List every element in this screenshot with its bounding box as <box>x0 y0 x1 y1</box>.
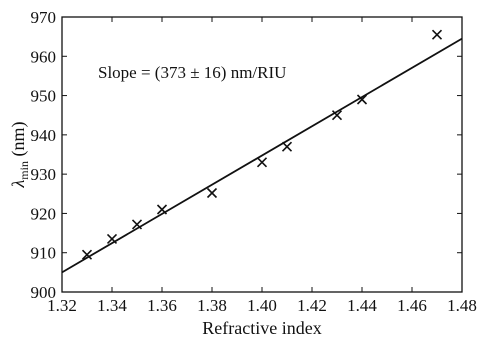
marker-stroke <box>131 219 143 230</box>
marker-stroke <box>106 233 118 245</box>
x-tick-label: 1.48 <box>447 296 477 315</box>
y-tick-label: 970 <box>31 8 57 27</box>
data-point-marker <box>281 141 293 152</box>
y-tick-label: 920 <box>31 204 57 223</box>
marker-stroke <box>206 187 218 199</box>
marker-stroke <box>356 94 368 105</box>
x-tick-label: 1.42 <box>297 296 327 315</box>
data-point-marker <box>156 204 168 215</box>
y-axis-symbol: λ <box>8 179 28 188</box>
axis-ticks <box>61 16 463 293</box>
data-points <box>81 29 443 260</box>
x-tick-label: 1.36 <box>147 296 177 315</box>
data-point-marker <box>81 249 93 260</box>
data-point-marker <box>131 219 143 230</box>
marker-stroke <box>331 110 343 121</box>
y-tick-labels: 900 910 920 930 940 950 960 970 <box>31 8 57 302</box>
data-point-marker <box>331 110 343 121</box>
data-point-marker <box>256 157 268 168</box>
marker-stroke <box>431 29 443 40</box>
marker-stroke <box>81 249 93 260</box>
x-tick-label: 1.44 <box>347 296 377 315</box>
y-tick-label: 930 <box>31 165 57 184</box>
y-axis-subscript: min <box>17 161 31 180</box>
x-tick-label: 1.32 <box>47 296 77 315</box>
y-axis-label: λmin (nm) <box>8 122 31 189</box>
x-tick-label: 1.34 <box>97 296 127 315</box>
y-tick-label: 950 <box>31 87 57 106</box>
data-point-marker <box>106 233 118 245</box>
y-tick-label: 960 <box>31 47 57 66</box>
data-point-marker <box>356 94 368 105</box>
x-tick-labels: 1.32 1.34 1.36 1.38 1.40 1.42 1.44 1.46 1.48 <box>47 296 477 315</box>
marker-stroke <box>156 204 168 215</box>
marker-stroke <box>281 141 293 152</box>
y-tick-label: 910 <box>31 244 57 263</box>
y-tick-label: 900 <box>31 283 57 302</box>
marker-stroke <box>256 157 268 168</box>
data-point-marker <box>206 187 218 199</box>
x-tick-label: 1.38 <box>197 296 227 315</box>
fit-line <box>61 37 463 274</box>
x-tick-label: 1.46 <box>397 296 427 315</box>
y-axis-unit: (nm) <box>8 122 29 162</box>
slope-annotation: Slope = (373 ± 16) nm/RIU <box>98 63 286 82</box>
data-point-marker <box>431 29 443 40</box>
x-axis-label: Refractive index <box>202 318 321 338</box>
y-tick-label: 940 <box>31 126 57 145</box>
x-tick-label: 1.40 <box>247 296 277 315</box>
